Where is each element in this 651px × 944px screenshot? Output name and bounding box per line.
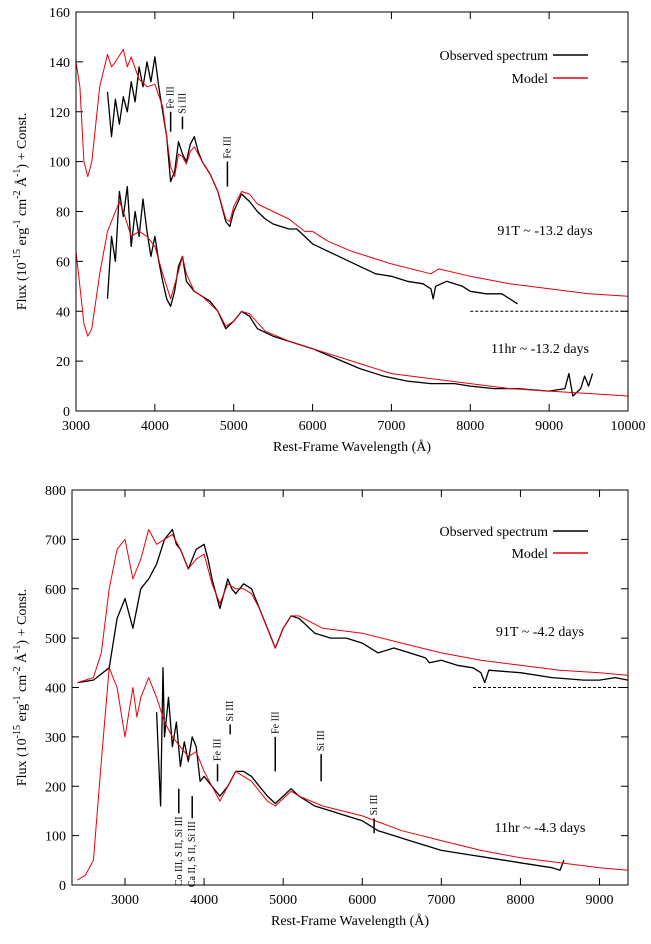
legend-label: Observed spectrum bbox=[440, 49, 549, 64]
label-part: Flux (10 bbox=[15, 738, 30, 786]
spectrum-line bbox=[106, 56, 518, 305]
y-tick-label: 80 bbox=[56, 206, 70, 221]
label-part: ) + Const. bbox=[15, 113, 30, 169]
x-tick-label: 10000 bbox=[611, 419, 646, 434]
label-part: Å bbox=[14, 176, 30, 191]
spectrum-line bbox=[76, 201, 628, 397]
line-id-label: Fe III bbox=[270, 711, 281, 734]
y-tick-label: 500 bbox=[45, 632, 66, 647]
x-tick-label: 4000 bbox=[190, 893, 218, 908]
x-tick-label: 9000 bbox=[586, 893, 614, 908]
line-id-label: Co III, S II, Si III bbox=[174, 816, 185, 886]
spectrum-line bbox=[76, 48, 628, 297]
x-axis-label: Rest-Frame Wavelength (Å) bbox=[271, 913, 429, 929]
y-tick-label: 400 bbox=[45, 682, 66, 697]
epoch-label: 91T ~ -4.2 days bbox=[496, 625, 584, 640]
y-tick-label: 120 bbox=[49, 106, 70, 121]
y-tick-label: 200 bbox=[45, 780, 66, 795]
line-id-label: Si III bbox=[316, 730, 327, 751]
x-tick-label: 3000 bbox=[62, 419, 90, 434]
spectrum-line bbox=[155, 667, 565, 871]
label-part: Å bbox=[14, 652, 30, 667]
plot-area bbox=[77, 528, 628, 881]
x-tick-label: 8000 bbox=[456, 419, 484, 434]
y-tick-label: 100 bbox=[49, 156, 70, 171]
legend-label: Model bbox=[511, 72, 548, 87]
label-part: cm bbox=[15, 199, 30, 220]
label-part: erg bbox=[15, 228, 30, 249]
line-id-label: Fe III bbox=[213, 739, 224, 762]
x-axis-label: Rest-Frame Wavelength (Å) bbox=[273, 439, 431, 455]
x-tick-label: 5000 bbox=[220, 419, 248, 434]
superscript: -1 bbox=[12, 645, 23, 653]
x-tick-label: 7000 bbox=[427, 893, 455, 908]
line-id-label: Si III bbox=[369, 795, 380, 816]
label-part: ) + Const. bbox=[15, 589, 30, 645]
y-tick-label: 700 bbox=[45, 533, 66, 548]
superscript: -1 bbox=[12, 169, 23, 177]
y-tick-label: 160 bbox=[49, 6, 70, 21]
superscript: -2 bbox=[12, 191, 23, 199]
x-tick-label: 3000 bbox=[111, 893, 139, 908]
epoch-label: 11hr ~ -4.3 days bbox=[494, 821, 585, 836]
epoch-label: 11hr ~ -13.2 days bbox=[491, 342, 589, 357]
y-tick-label: 600 bbox=[45, 583, 66, 598]
y-axis-label: Flux (10-15 erg-1 cm-2 Å-1) + Const. bbox=[12, 589, 30, 786]
line-id-label: Si III bbox=[177, 93, 188, 114]
plot-area bbox=[76, 48, 628, 397]
y-tick-label: 100 bbox=[45, 830, 66, 845]
x-tick-label: 8000 bbox=[506, 893, 534, 908]
superscript: -15 bbox=[12, 249, 23, 262]
x-tick-label: 6000 bbox=[299, 419, 327, 434]
x-tick-label: 4000 bbox=[141, 419, 169, 434]
spectrum-line bbox=[77, 667, 628, 881]
y-tick-label: 60 bbox=[56, 255, 70, 270]
y-tick-label: 800 bbox=[45, 484, 66, 499]
x-tick-label: 6000 bbox=[348, 893, 376, 908]
line-id-label: Fe III bbox=[166, 86, 177, 109]
spectrum-line bbox=[77, 529, 628, 684]
x-tick-label: 5000 bbox=[269, 893, 297, 908]
superscript: -1 bbox=[12, 220, 23, 228]
label-part: cm bbox=[15, 675, 30, 696]
spectrum-line bbox=[106, 185, 594, 397]
legend-label: Model bbox=[511, 547, 548, 562]
superscript: -1 bbox=[12, 696, 23, 704]
epoch-label: 91T ~ -13.2 days bbox=[497, 224, 592, 239]
legend-label: Observed spectrum bbox=[440, 525, 549, 540]
line-id-label: Ca II, S II, Si III bbox=[187, 821, 198, 887]
y-tick-label: 300 bbox=[45, 731, 66, 746]
line-id-label: Fe III bbox=[222, 136, 233, 159]
y-tick-label: 0 bbox=[63, 405, 70, 420]
y-tick-label: 40 bbox=[56, 305, 70, 320]
superscript: -2 bbox=[12, 667, 23, 675]
label-part: Flux (10 bbox=[15, 262, 30, 310]
y-tick-label: 20 bbox=[56, 355, 70, 370]
y-tick-label: 0 bbox=[59, 879, 66, 894]
y-tick-label: 140 bbox=[49, 56, 70, 71]
superscript: -15 bbox=[12, 725, 23, 738]
y-axis-label: Flux (10-15 erg-1 cm-2 Å-1) + Const. bbox=[12, 113, 30, 310]
line-id-label: Si III bbox=[225, 701, 236, 722]
x-tick-label: 7000 bbox=[377, 419, 405, 434]
frame bbox=[71, 489, 629, 886]
x-tick-label: 9000 bbox=[535, 419, 563, 434]
frame bbox=[75, 11, 629, 412]
label-part: erg bbox=[15, 704, 30, 725]
